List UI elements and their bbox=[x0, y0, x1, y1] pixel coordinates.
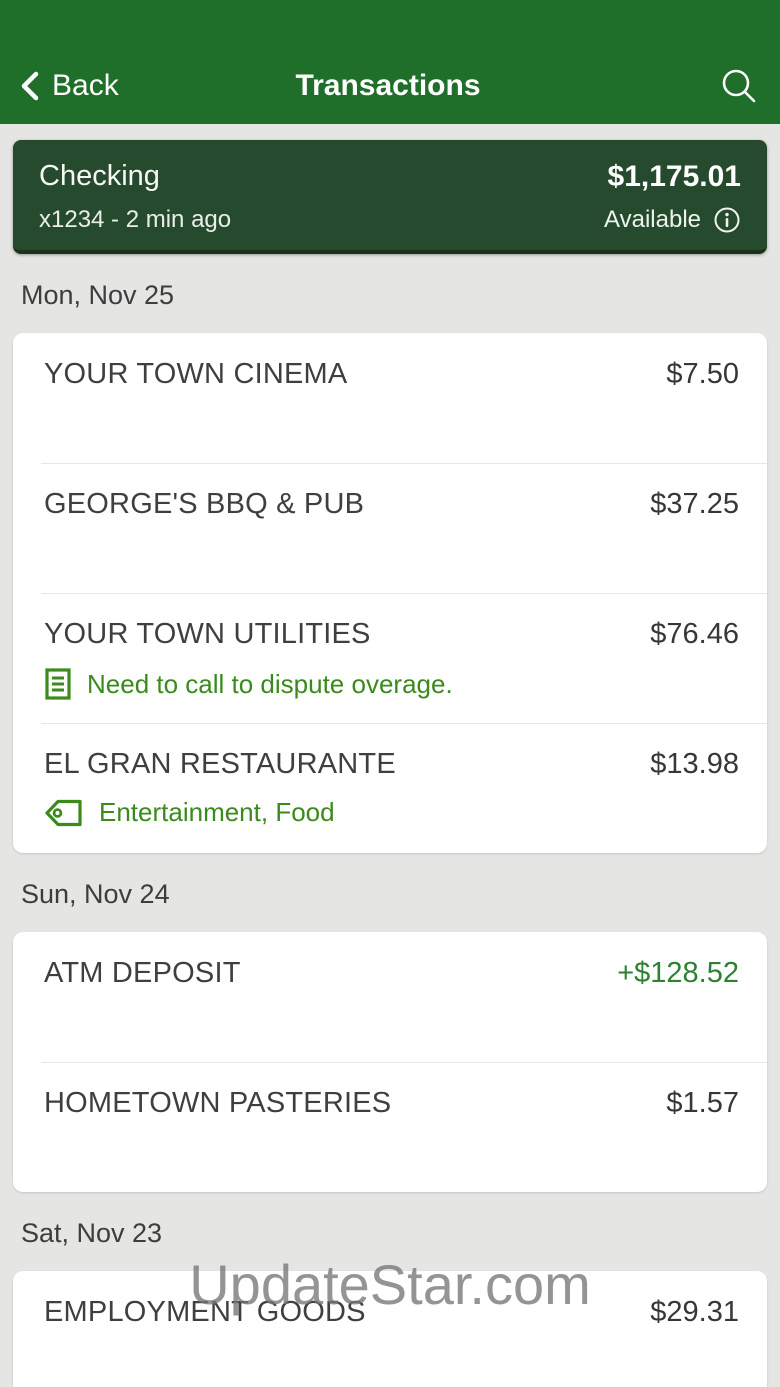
tag-icon bbox=[44, 798, 84, 828]
transaction-row[interactable]: HOMETOWN PASTERIES $1.57 bbox=[13, 1062, 767, 1192]
transaction-amount: $13.98 bbox=[650, 748, 739, 780]
account-subtitle: x1234 - 2 min ago bbox=[39, 206, 232, 233]
transaction-main: EMPLOYMENT GOODS $29.31 bbox=[44, 1296, 739, 1329]
transaction-row[interactable]: ATM DEPOSIT +$128.52 bbox=[13, 932, 767, 1062]
transaction-merchant: ATM DEPOSIT bbox=[44, 957, 241, 989]
back-chevron-icon bbox=[18, 69, 42, 103]
date-section: Sun, Nov 24 ATM DEPOSIT +$128.52 HOMETOW… bbox=[0, 879, 780, 1192]
transaction-amount: +$128.52 bbox=[617, 957, 739, 989]
transaction-amount: $37.25 bbox=[650, 488, 739, 520]
back-label: Back bbox=[52, 69, 119, 102]
transaction-main: HOMETOWN PASTERIES $1.57 bbox=[44, 1087, 739, 1120]
transaction-merchant: YOUR TOWN UTILITIES bbox=[44, 618, 371, 650]
annotation-text: Entertainment, Food bbox=[99, 797, 335, 827]
section-date-label: Sat, Nov 23 bbox=[21, 1218, 163, 1248]
transaction-main: GEORGE'S BBQ & PUB $37.25 bbox=[44, 488, 739, 521]
transaction-row[interactable]: YOUR TOWN CINEMA $7.50 bbox=[13, 333, 767, 463]
search-icon bbox=[720, 67, 758, 105]
transaction-main: YOUR TOWN UTILITIES $76.46 bbox=[44, 618, 739, 651]
date-section: Mon, Nov 25 YOUR TOWN CINEMA $7.50 GEORG… bbox=[0, 280, 780, 853]
transactions-card: ATM DEPOSIT +$128.52 HOMETOWN PASTERIES … bbox=[13, 932, 767, 1192]
account-summary-card[interactable]: Checking x1234 - 2 min ago $1,175.01 Ava… bbox=[13, 140, 767, 254]
transaction-amount: $7.50 bbox=[666, 358, 739, 390]
note-icon bbox=[44, 667, 72, 701]
page-title: Transactions bbox=[295, 69, 481, 102]
annotation-text: Need to call to dispute overage. bbox=[87, 668, 453, 699]
transaction-amount: $1.57 bbox=[666, 1087, 739, 1119]
section-date-label: Sun, Nov 24 bbox=[21, 879, 170, 909]
date-section: Sat, Nov 23 EMPLOYMENT GOODS $29.31 bbox=[0, 1218, 780, 1387]
section-date-label: Mon, Nov 25 bbox=[21, 280, 175, 310]
info-icon[interactable] bbox=[713, 206, 741, 234]
transaction-amount: $76.46 bbox=[650, 618, 739, 650]
transaction-merchant: YOUR TOWN CINEMA bbox=[44, 358, 348, 390]
transaction-merchant: EL GRAN RESTAURANTE bbox=[44, 748, 396, 780]
account-name: Checking bbox=[39, 160, 160, 192]
transaction-row[interactable]: GEORGE'S BBQ & PUB $37.25 bbox=[13, 463, 767, 593]
transaction-main: YOUR TOWN CINEMA $7.50 bbox=[44, 358, 739, 391]
account-balance-info: $1,175.01 Available bbox=[604, 160, 741, 234]
transaction-merchant: EMPLOYMENT GOODS bbox=[44, 1296, 366, 1328]
transaction-main: ATM DEPOSIT +$128.52 bbox=[44, 957, 739, 990]
transactions-card: EMPLOYMENT GOODS $29.31 bbox=[13, 1271, 767, 1387]
transaction-merchant: GEORGE'S BBQ & PUB bbox=[44, 488, 365, 520]
transaction-main: EL GRAN RESTAURANTE $13.98 bbox=[44, 748, 739, 781]
transaction-merchant: HOMETOWN PASTERIES bbox=[44, 1087, 392, 1119]
transactions-list: Mon, Nov 25 YOUR TOWN CINEMA $7.50 GEORG… bbox=[0, 280, 780, 1387]
transaction-amount: $29.31 bbox=[650, 1296, 739, 1328]
transaction-annotation: Need to call to dispute overage. bbox=[44, 667, 739, 701]
transaction-row[interactable]: EL GRAN RESTAURANTE $13.98 Entertainment… bbox=[13, 723, 767, 853]
back-button[interactable]: Back bbox=[18, 69, 158, 103]
header-inner: Back Transactions bbox=[0, 62, 780, 124]
app-header: Back Transactions bbox=[0, 0, 780, 124]
transaction-annotation: Entertainment, Food bbox=[44, 797, 739, 828]
available-label: Available bbox=[604, 206, 701, 233]
transactions-card: YOUR TOWN CINEMA $7.50 GEORGE'S BBQ & PU… bbox=[13, 333, 767, 853]
transaction-row[interactable]: YOUR TOWN UTILITIES $76.46 Need to call … bbox=[13, 593, 767, 723]
account-balance: $1,175.01 bbox=[607, 160, 741, 193]
account-info: Checking x1234 - 2 min ago bbox=[39, 160, 231, 234]
search-button[interactable] bbox=[618, 67, 758, 105]
transaction-row[interactable]: EMPLOYMENT GOODS $29.31 bbox=[13, 1271, 767, 1387]
